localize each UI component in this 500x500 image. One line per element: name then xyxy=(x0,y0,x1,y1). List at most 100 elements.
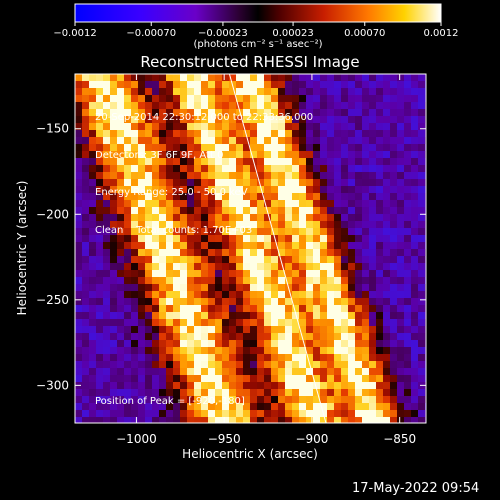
heatmap-cell xyxy=(250,403,258,411)
heatmap-cell xyxy=(334,158,342,166)
heatmap-cell xyxy=(313,368,321,376)
heatmap-cell xyxy=(320,81,328,89)
heatmap-cell xyxy=(264,102,272,110)
heatmap-cell xyxy=(103,109,111,117)
heatmap-cell xyxy=(285,74,293,82)
heatmap-cell xyxy=(110,172,118,180)
heatmap-cell xyxy=(236,74,244,82)
heatmap-cell xyxy=(306,144,314,152)
heatmap-cell xyxy=(320,340,328,348)
heatmap-cell xyxy=(124,277,132,285)
heatmap-cell xyxy=(369,179,377,187)
heatmap-cell xyxy=(117,116,125,124)
heatmap-cell xyxy=(397,284,405,292)
heatmap-cell xyxy=(124,396,132,404)
heatmap-cell xyxy=(236,214,244,222)
heatmap-cell xyxy=(327,333,335,341)
heatmap-cell xyxy=(180,123,188,131)
heatmap-cell xyxy=(404,123,412,131)
heatmap-cell xyxy=(334,228,342,236)
heatmap-cell xyxy=(411,102,419,110)
heatmap-cell xyxy=(236,158,244,166)
heatmap-cell xyxy=(383,270,391,278)
heatmap-cell xyxy=(96,312,104,320)
heatmap-cell xyxy=(208,109,216,117)
heatmap-cell xyxy=(376,396,384,404)
heatmap-cell xyxy=(313,277,321,285)
heatmap-cell xyxy=(131,109,139,117)
heatmap-cell xyxy=(334,179,342,187)
heatmap-cell xyxy=(152,263,160,271)
heatmap-cell xyxy=(208,165,216,173)
heatmap-cell xyxy=(362,144,370,152)
heatmap-cell xyxy=(271,270,279,278)
heatmap-cell xyxy=(124,291,132,299)
heatmap-cell xyxy=(250,354,258,362)
heatmap-cell xyxy=(215,249,223,257)
heatmap-cell xyxy=(327,235,335,243)
heatmap-cell xyxy=(362,249,370,257)
heatmap-cell xyxy=(131,277,139,285)
heatmap-cell xyxy=(264,200,272,208)
heatmap-cell xyxy=(334,235,342,243)
heatmap-cell xyxy=(131,354,139,362)
heatmap-cell xyxy=(103,382,111,390)
heatmap-cell xyxy=(285,88,293,96)
heatmap-cell xyxy=(138,137,146,145)
heatmap-cell xyxy=(411,165,419,173)
heatmap-cell xyxy=(222,354,230,362)
heatmap-cell xyxy=(397,193,405,201)
heatmap-cell xyxy=(131,200,139,208)
heatmap-cell xyxy=(96,88,104,96)
heatmap-cell xyxy=(166,403,174,411)
heatmap-cell xyxy=(152,277,160,285)
heatmap-cell xyxy=(313,207,321,215)
heatmap-cell xyxy=(96,81,104,89)
heatmap-cell xyxy=(320,130,328,138)
heatmap-cell xyxy=(236,242,244,250)
heatmap-cell xyxy=(334,396,342,404)
heatmap-cell xyxy=(110,165,118,173)
heatmap-cell xyxy=(418,389,426,397)
heatmap-cell xyxy=(124,347,132,355)
heatmap-cell xyxy=(215,116,223,124)
heatmap-cell xyxy=(89,263,97,271)
heatmap-cell xyxy=(411,116,419,124)
heatmap-cell xyxy=(411,137,419,145)
heatmap-cell xyxy=(257,242,265,250)
heatmap-cell xyxy=(404,151,412,159)
heatmap-cell xyxy=(89,109,97,117)
heatmap-cell xyxy=(145,396,153,404)
heatmap-cell xyxy=(117,186,125,194)
heatmap-cell xyxy=(103,193,111,201)
heatmap-cell xyxy=(404,305,412,313)
heatmap-cell xyxy=(194,368,202,376)
heatmap-cell xyxy=(292,291,300,299)
heatmap-cell xyxy=(124,172,132,180)
heatmap-cell xyxy=(278,123,286,131)
heatmap-cell xyxy=(355,389,363,397)
heatmap-cell xyxy=(243,389,251,397)
heatmap-cell xyxy=(194,109,202,117)
heatmap-cell xyxy=(299,116,307,124)
heatmap-cell xyxy=(243,172,251,180)
heatmap-cell xyxy=(341,214,349,222)
heatmap-cell xyxy=(103,298,111,306)
heatmap-cell xyxy=(404,144,412,152)
heatmap-cell xyxy=(397,403,405,411)
heatmap-cell xyxy=(418,277,426,285)
heatmap-cell xyxy=(292,88,300,96)
heatmap-cell xyxy=(362,256,370,264)
heatmap-cell xyxy=(124,256,132,264)
heatmap-cell xyxy=(145,130,153,138)
heatmap-cell xyxy=(110,109,118,117)
heatmap-cell xyxy=(89,151,97,159)
heatmap-cell xyxy=(131,221,139,229)
heatmap-cell xyxy=(411,249,419,257)
heatmap-cell xyxy=(201,263,209,271)
heatmap-cell xyxy=(222,298,230,306)
heatmap-cell xyxy=(411,410,419,418)
heatmap-cell xyxy=(250,382,258,390)
heatmap-cell xyxy=(418,207,426,215)
heatmap-cell xyxy=(187,109,195,117)
